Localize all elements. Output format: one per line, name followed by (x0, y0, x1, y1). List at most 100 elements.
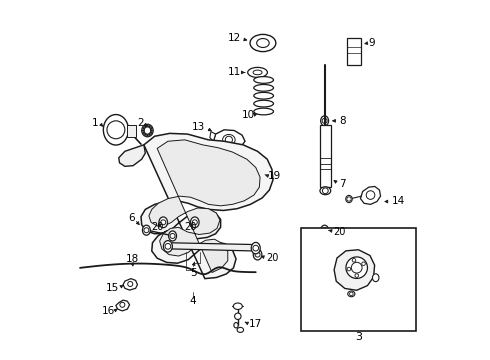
Text: 18: 18 (125, 254, 139, 264)
Text: 13: 13 (192, 122, 205, 132)
Circle shape (144, 228, 149, 233)
Polygon shape (361, 186, 381, 204)
Circle shape (145, 134, 146, 135)
Bar (347, 39, 361, 65)
Circle shape (225, 136, 232, 143)
Circle shape (253, 245, 259, 251)
Circle shape (322, 118, 327, 123)
Text: 11: 11 (228, 67, 242, 77)
Circle shape (322, 188, 328, 194)
Ellipse shape (346, 195, 352, 203)
Polygon shape (169, 243, 255, 251)
Ellipse shape (247, 67, 268, 77)
Ellipse shape (320, 187, 331, 195)
Ellipse shape (144, 127, 151, 134)
Circle shape (170, 233, 175, 238)
Ellipse shape (320, 116, 329, 126)
Circle shape (347, 197, 351, 201)
Polygon shape (116, 300, 129, 311)
Circle shape (143, 132, 145, 134)
Circle shape (151, 130, 153, 131)
Text: 7: 7 (339, 179, 345, 189)
Polygon shape (141, 134, 273, 279)
Circle shape (161, 220, 166, 225)
Circle shape (128, 282, 133, 287)
Ellipse shape (235, 313, 241, 319)
Circle shape (165, 243, 171, 249)
Ellipse shape (254, 85, 273, 91)
Ellipse shape (222, 134, 235, 145)
Polygon shape (214, 130, 245, 151)
Circle shape (346, 257, 368, 278)
Circle shape (192, 220, 197, 225)
Ellipse shape (372, 274, 379, 282)
Ellipse shape (254, 108, 273, 115)
Bar (300, 228, 416, 330)
Circle shape (145, 126, 146, 127)
Ellipse shape (250, 35, 276, 51)
Bar (127, 126, 136, 137)
Ellipse shape (191, 217, 199, 228)
Circle shape (255, 252, 260, 257)
Text: 20: 20 (333, 227, 345, 237)
Text: 15: 15 (105, 283, 119, 293)
Text: 16: 16 (102, 306, 115, 316)
Text: 17: 17 (248, 319, 262, 329)
Circle shape (147, 134, 148, 136)
Text: 20: 20 (184, 222, 196, 231)
Ellipse shape (254, 93, 273, 99)
Ellipse shape (143, 225, 150, 235)
Ellipse shape (234, 323, 238, 328)
Ellipse shape (253, 70, 262, 75)
Text: 10: 10 (242, 111, 255, 121)
Ellipse shape (169, 231, 176, 241)
Circle shape (147, 125, 148, 127)
Polygon shape (123, 279, 137, 290)
Ellipse shape (348, 291, 355, 297)
Ellipse shape (237, 327, 244, 332)
Ellipse shape (142, 124, 153, 137)
Ellipse shape (233, 303, 243, 310)
Ellipse shape (254, 100, 273, 107)
Ellipse shape (257, 39, 269, 48)
Circle shape (352, 258, 356, 262)
Circle shape (148, 134, 150, 135)
Circle shape (148, 126, 150, 127)
Circle shape (142, 130, 144, 131)
Ellipse shape (103, 114, 128, 145)
Text: 8: 8 (339, 116, 345, 126)
Polygon shape (119, 145, 146, 166)
Circle shape (107, 121, 125, 139)
Polygon shape (210, 132, 216, 141)
Circle shape (351, 262, 362, 273)
Text: 6: 6 (128, 213, 135, 222)
Circle shape (347, 267, 351, 271)
Text: 2: 2 (137, 118, 144, 128)
Text: 20: 20 (151, 222, 164, 231)
Ellipse shape (253, 249, 262, 260)
Circle shape (366, 191, 375, 199)
Circle shape (322, 228, 327, 233)
Circle shape (143, 127, 145, 129)
Text: 4: 4 (190, 296, 196, 306)
Bar (320, 126, 331, 187)
Text: 12: 12 (228, 33, 242, 43)
Text: 19: 19 (269, 171, 282, 181)
Ellipse shape (320, 225, 329, 235)
Text: 14: 14 (392, 196, 405, 206)
Text: 1: 1 (92, 118, 98, 128)
Polygon shape (149, 140, 260, 273)
Text: 20: 20 (267, 253, 279, 263)
Circle shape (349, 292, 353, 296)
Circle shape (150, 132, 152, 134)
Polygon shape (334, 250, 375, 290)
Text: 5: 5 (190, 268, 196, 278)
Circle shape (150, 127, 152, 129)
Circle shape (362, 262, 366, 266)
Text: 9: 9 (368, 38, 375, 48)
Text: 3: 3 (355, 332, 362, 342)
Circle shape (120, 302, 125, 307)
Ellipse shape (159, 217, 168, 228)
Ellipse shape (251, 242, 260, 254)
Ellipse shape (254, 77, 273, 83)
